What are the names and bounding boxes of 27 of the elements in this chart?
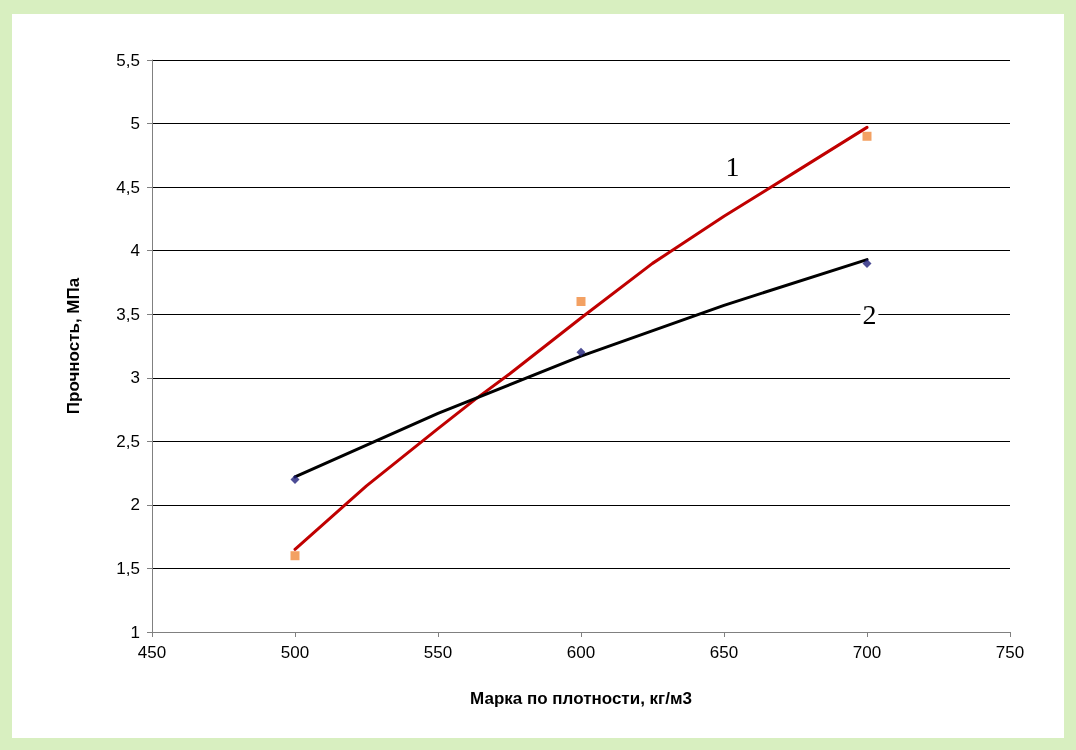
point [576,297,586,307]
y-tick-label: 3 [130,368,140,388]
annotation: 2 [862,298,877,330]
point [862,258,872,268]
x-tick-label: 600 [566,643,596,662]
x-tick-label: 450 [137,643,167,662]
point [290,474,300,484]
annotation: 1 [725,150,740,182]
x-tick-label: 550 [423,643,453,662]
y-tick-label: 5,5 [116,50,140,70]
point [576,347,586,357]
x-tick-label: 650 [709,643,739,662]
point [862,131,872,141]
x-axis-title: Марка по плотности, кг/м3 [470,689,692,708]
y-tick-label: 1 [130,622,140,642]
y-tick-label: 4,5 [116,177,140,197]
y-tick-label: 2 [130,495,140,515]
y-tick-label: 2,5 [116,431,140,451]
point [290,551,300,561]
x-tick-label: 700 [852,643,882,662]
x-tick-label: 750 [995,643,1025,662]
y-tick-label: 5 [130,114,140,134]
y-axis-title: Прочность, МПа [64,277,83,415]
y-tick-label: 4 [130,241,140,261]
y-tick-label: 1,5 [116,558,140,578]
x-tick-label: 500 [280,643,310,662]
y-tick-label: 3,5 [116,304,140,324]
